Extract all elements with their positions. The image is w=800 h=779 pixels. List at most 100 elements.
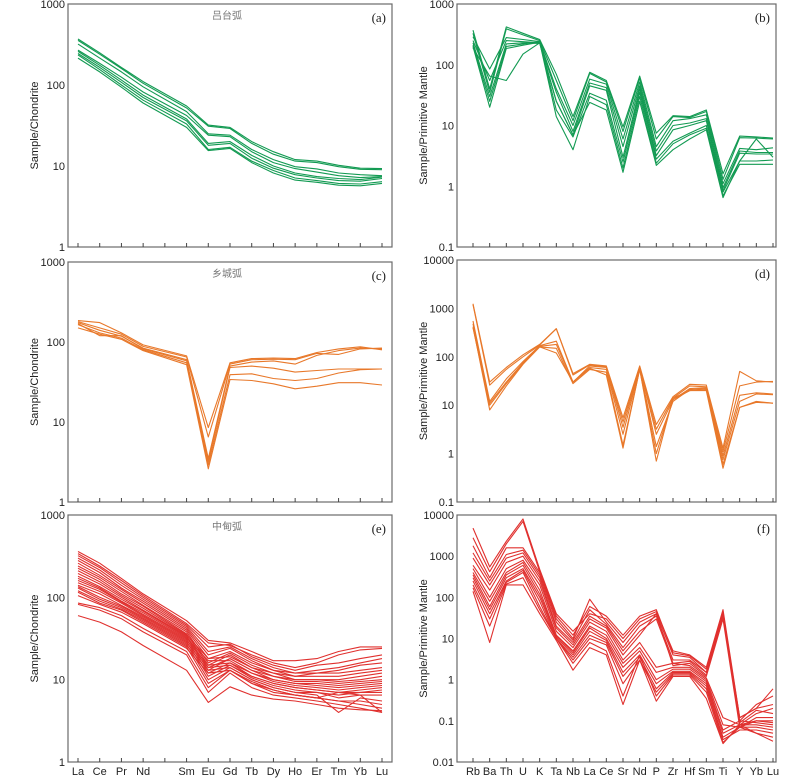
plot-frame	[67, 3, 393, 248]
y-tick-label: 10	[53, 675, 65, 687]
y-tick-label: 0.1	[439, 716, 454, 728]
x-tick-label: Yb	[354, 766, 367, 778]
series-line-s2	[77, 39, 383, 171]
y-axis-title: Sample/Chondrite	[29, 338, 41, 426]
series-line-s9	[77, 570, 383, 683]
x-tick-label: Nd	[136, 766, 150, 778]
series-line-s4	[472, 323, 774, 461]
plot-frame	[67, 514, 393, 763]
series-line-s5	[472, 552, 774, 724]
x-tick-label: Nd	[633, 766, 647, 778]
series-line-s14	[472, 584, 774, 745]
y-tick-label: 10	[53, 161, 65, 173]
y-tick-label: 1	[448, 449, 454, 461]
series-line-s8	[77, 567, 383, 681]
x-tick-label: Sm	[178, 766, 195, 778]
panel-tag: (b)	[755, 10, 770, 25]
series-line-s1	[77, 38, 383, 170]
x-tick-label: Y	[736, 766, 744, 778]
series-line-s13	[77, 579, 383, 691]
x-tick-label: La	[584, 766, 597, 778]
x-tick-label: Ho	[288, 766, 302, 778]
x-tick-label: Gd	[223, 766, 238, 778]
series-line-s3	[77, 555, 383, 671]
y-tick-label: 1	[59, 497, 65, 509]
series-line-s6	[77, 53, 383, 182]
panel-e: 1 10 100 1000 La Ce Pr Nd Sm Eu Gd Tb Dy Ho Er Tm Yb Lu Sa…	[29, 510, 393, 778]
series-line-s6	[77, 562, 383, 677]
x-tick-label: Zr	[668, 766, 679, 778]
x-tick-label: P	[653, 766, 660, 778]
series-line-s16	[77, 586, 382, 696]
panel-title: 中甸弧	[212, 520, 242, 533]
y-axis-title: Sample/Chondrite	[29, 81, 41, 169]
series-line-s6	[472, 41, 774, 193]
x-tick-label: Ce	[93, 766, 107, 778]
y-tick-label: 100	[47, 337, 65, 349]
series-line-s1	[472, 26, 774, 175]
panel-a: 1 10 100 1000 Sample/Chondrite (a) 吕台弧	[29, 0, 393, 254]
panel-title: 乡城弧	[212, 267, 242, 280]
y-tick-label: 100	[436, 352, 454, 364]
y-tick-label: 0.01	[433, 757, 454, 769]
series-line-s4	[77, 49, 383, 179]
y-tick-label: 100	[47, 80, 65, 92]
x-tick-label: K	[536, 766, 544, 778]
y-tick-label: 10	[53, 417, 65, 429]
series-line-s1	[77, 320, 383, 429]
series-line-s7	[77, 54, 383, 185]
y-tick-label: 1000	[430, 551, 454, 563]
panel-title: 吕台弧	[212, 9, 242, 22]
y-tick-label: 1000	[41, 0, 65, 11]
x-tick-label: Lu	[376, 766, 388, 778]
panel-f: 0.01 0.1 1 10 100 1000 10000 Rb Ba Th U K Ta Nb La Ce Sr…	[418, 510, 779, 778]
y-tick-label: 10	[442, 400, 454, 412]
x-tick-label: Eu	[202, 766, 215, 778]
series-line-s3	[472, 320, 774, 457]
y-axis-title: Sample/Chondrite	[29, 594, 41, 682]
y-tick-label: 100	[436, 592, 454, 604]
series-line-s7	[77, 565, 383, 677]
x-tick-label: Ce	[599, 766, 613, 778]
x-tick-label: Sr	[618, 766, 629, 778]
series-line-s11	[77, 575, 383, 687]
x-tick-label: Ta	[551, 766, 564, 778]
series-line-s5	[77, 50, 383, 181]
series-line-s7	[472, 559, 773, 726]
series-line-s4	[77, 323, 382, 463]
x-tick-label: Tm	[331, 766, 347, 778]
series-line-s4	[472, 40, 773, 189]
plot-frame	[456, 514, 777, 763]
series-line-s10	[472, 568, 774, 734]
series-line-s21	[77, 602, 383, 713]
series-line-s3	[472, 545, 774, 719]
panel-d: 0.1 1 10 100 1000 10000 Sample/Primitive Mantl…	[418, 255, 777, 509]
series-line-s22	[77, 603, 383, 713]
series-line-s2	[77, 321, 383, 438]
series-line-s6	[77, 327, 383, 470]
x-tick-label: Sm	[698, 766, 715, 778]
y-axis-title: Sample/Primitive Mantle	[418, 579, 430, 698]
x-tick-label: Lu	[767, 766, 779, 778]
y-tick-label: 10	[442, 121, 454, 133]
x-tick-label: Pr	[116, 766, 127, 778]
panel-tag: (e)	[372, 521, 386, 536]
plot-frame	[456, 259, 777, 503]
y-axis-title: Sample/Primitive Mantle	[418, 322, 430, 441]
series-line-s3	[77, 43, 383, 177]
y-axis-title: Sample/Primitive Mantle	[418, 66, 430, 185]
panel-tag: (d)	[755, 266, 770, 281]
series-line-s3	[472, 36, 774, 185]
x-tick-label: U	[519, 766, 527, 778]
y-tick-label: 0.1	[439, 242, 454, 254]
y-tick-label: 1000	[41, 257, 65, 269]
y-tick-label: 1	[59, 757, 65, 769]
series-line-s12	[77, 577, 383, 689]
plot-frame	[67, 261, 393, 503]
series-line-s18	[77, 590, 383, 713]
panel-tag: (a)	[372, 10, 386, 25]
series-line-s5	[77, 560, 383, 674]
series-line-s12	[472, 571, 774, 741]
x-tick-label: Ba	[483, 766, 497, 778]
